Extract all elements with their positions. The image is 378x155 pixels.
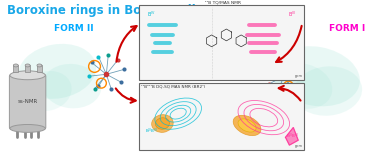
Text: $\mathregular{B^{III}B^{III}}$: $\mathregular{B^{III}B^{III}}$ xyxy=(286,132,298,141)
Bar xyxy=(37,65,42,72)
Ellipse shape xyxy=(13,64,18,67)
Ellipse shape xyxy=(37,64,42,67)
Text: ss-NMR: ss-NMR xyxy=(17,99,38,104)
Bar xyxy=(139,83,304,150)
Text: ppm: ppm xyxy=(294,144,302,148)
Ellipse shape xyxy=(155,118,169,129)
FancyBboxPatch shape xyxy=(9,75,46,129)
Polygon shape xyxy=(285,127,298,145)
Text: ¹¹B TQ/MAS NMR: ¹¹B TQ/MAS NMR xyxy=(202,0,241,4)
Ellipse shape xyxy=(25,64,30,67)
Ellipse shape xyxy=(10,124,45,132)
Ellipse shape xyxy=(272,46,360,106)
Ellipse shape xyxy=(23,71,71,111)
Bar xyxy=(13,65,18,72)
Ellipse shape xyxy=(233,115,261,136)
Ellipse shape xyxy=(10,71,45,80)
Ellipse shape xyxy=(274,63,332,109)
Text: Boroxine rings in Bortezomib: Boroxine rings in Bortezomib xyxy=(7,4,200,17)
Text: ppm: ppm xyxy=(294,74,302,78)
Ellipse shape xyxy=(293,66,362,116)
Ellipse shape xyxy=(152,115,173,132)
Ellipse shape xyxy=(42,64,101,108)
Text: FORM I: FORM I xyxy=(329,24,366,33)
Bar xyxy=(25,65,30,72)
Bar xyxy=(139,5,304,80)
Text: FORM II: FORM II xyxy=(54,24,94,33)
Ellipse shape xyxy=(238,119,256,132)
Text: $\mathregular{B^{IV}}$: $\mathregular{B^{IV}}$ xyxy=(147,9,155,19)
Ellipse shape xyxy=(18,44,96,99)
Text: $\mathregular{B^{IV}B^{IV}}$: $\mathregular{B^{IV}B^{IV}}$ xyxy=(145,127,158,136)
Text: ¹¹B²¹¹B DQ-SQ MAS NMR (BR2¹): ¹¹B²¹¹B DQ-SQ MAS NMR (BR2¹) xyxy=(141,84,205,88)
Text: $\mathregular{B^{III}}$: $\mathregular{B^{III}}$ xyxy=(288,9,296,19)
